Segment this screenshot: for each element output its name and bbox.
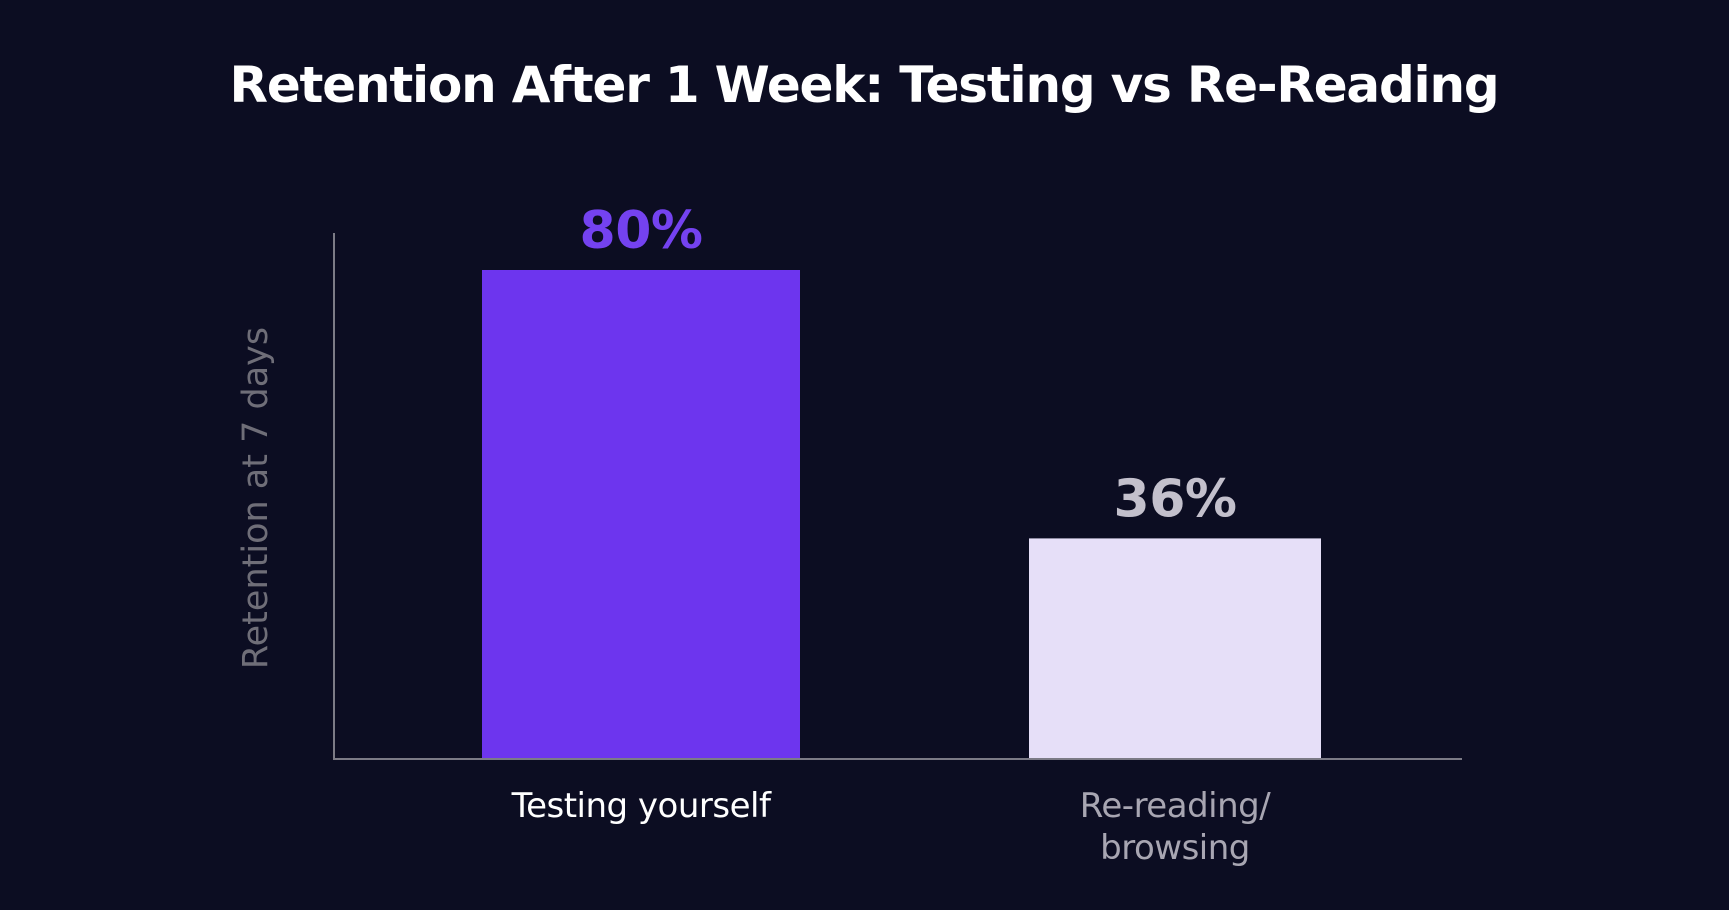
bar-1 <box>482 270 800 758</box>
bar-2-value-label: 36% <box>1114 469 1237 529</box>
bar-1-value-label: 80% <box>580 201 703 261</box>
y-axis-label: Retention at 7 days <box>236 327 276 669</box>
category-label-2-line-2: browsing <box>1100 828 1250 868</box>
category-label-1-line-1: Testing yourself <box>511 786 772 826</box>
bars <box>482 270 1321 758</box>
category-labels: Testing yourself Re-reading/browsing <box>511 786 1272 868</box>
category-label-2-line-1: Re-reading/ <box>1080 786 1271 826</box>
value-labels: 80% 36% <box>580 201 1237 529</box>
chart-title: Retention After 1 Week: Testing vs Re-Re… <box>230 56 1499 114</box>
bar-2 <box>1029 538 1321 758</box>
